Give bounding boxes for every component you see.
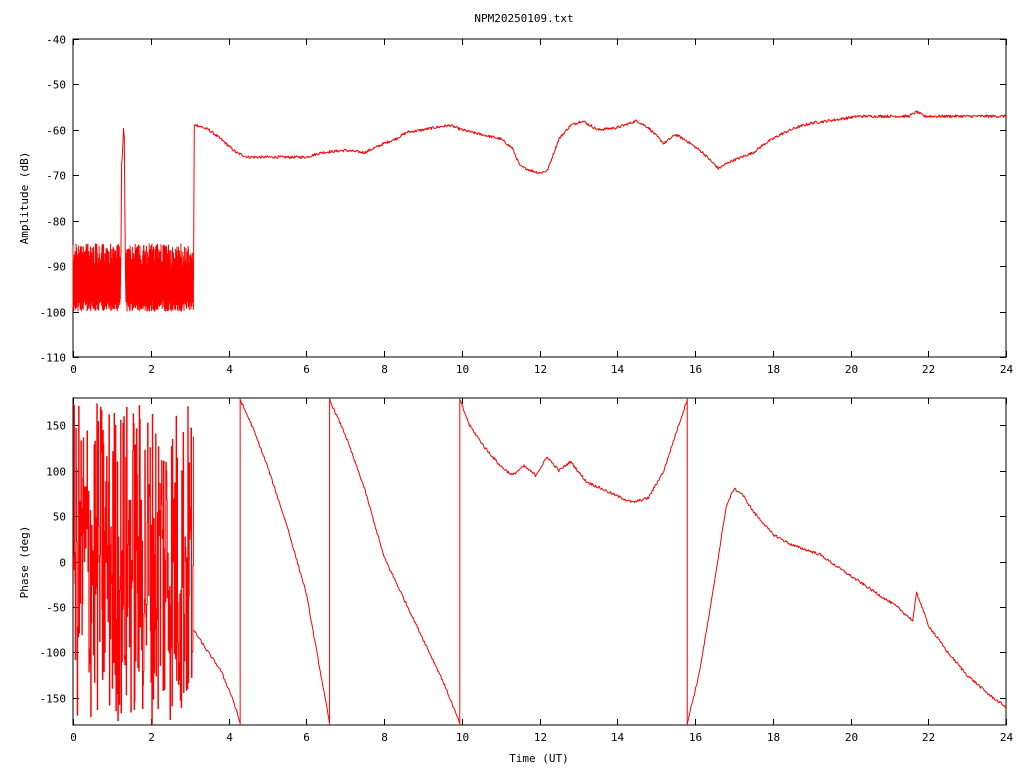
amplitude-x-tick-label: 4 (226, 363, 233, 376)
phase-x-tick-label: 10 (456, 731, 469, 744)
phase-x-tick-label: 12 (534, 731, 547, 744)
amplitude-x-tick-label: 10 (456, 363, 469, 376)
amplitude-series-line (72, 110, 1007, 303)
amplitude-panel: -110-100-90-80-70-60-50-40 0 2 4 6 8 10 12 14 16… (18, 34, 1013, 377)
phase-noise-band (73, 403, 194, 726)
amplitude-y-ticks: -110 -100 -90 -80 -70 -60 -50 -40 (40, 34, 1006, 365)
amplitude-x-ticks: 0 2 4 6 8 10 12 14 16 18 20 22 24 (70, 39, 1013, 376)
amplitude-y-axis-label: Amplitude (dB) (18, 152, 31, 245)
phase-x-tick-label: 16 (689, 731, 702, 744)
phase-x-tick-label: 24 (1000, 731, 1014, 744)
phase-plot-frame (72, 397, 1007, 726)
phase-x-tick-label: 0 (70, 731, 77, 744)
phase-y-ticks: -150 -100 -50 0 50 100 150 (40, 420, 1006, 706)
chart-title: NPM20250109.txt (474, 12, 573, 25)
phase-series-segment (329, 398, 461, 724)
amplitude-y-tick-label: -70 (46, 170, 66, 183)
amplitude-y-tick-label: -100 (40, 307, 67, 320)
phase-series-segment (193, 629, 241, 724)
amplitude-plot-frame (72, 38, 1007, 358)
amplitude-y-tick-label: -90 (46, 261, 66, 274)
x-axis-label: Time (UT) (509, 752, 569, 765)
phase-y-tick-label: -150 (40, 693, 67, 706)
amplitude-y-tick-label: -60 (46, 125, 66, 138)
phase-series-segment (686, 487, 1007, 725)
amplitude-y-tick-label: -50 (46, 79, 66, 92)
phase-x-tick-label: 4 (226, 731, 233, 744)
phase-x-tick-label: 8 (381, 731, 388, 744)
phase-series-segment (239, 399, 331, 724)
phase-x-tick-label: 6 (303, 731, 310, 744)
amplitude-x-tick-label: 2 (148, 363, 155, 376)
phase-y-tick-label: -50 (46, 602, 66, 615)
amplitude-x-tick-label: 18 (767, 363, 780, 376)
amplitude-x-tick-label: 8 (381, 363, 388, 376)
amplitude-x-tick-label: 24 (1000, 363, 1014, 376)
phase-series-lines (193, 398, 1007, 725)
phase-noise-path (73, 403, 194, 726)
phase-x-tick-label: 20 (845, 731, 858, 744)
amplitude-x-tick-label: 0 (70, 363, 77, 376)
phase-x-tick-label: 14 (611, 731, 625, 744)
amplitude-y-tick-label: -40 (46, 34, 66, 47)
phase-x-tick-label: 2 (148, 731, 155, 744)
amplitude-x-tick-label: 16 (689, 363, 702, 376)
phase-x-tick-label: 22 (922, 731, 935, 744)
amplitude-x-tick-label: 12 (534, 363, 547, 376)
amplitude-x-tick-label: 20 (845, 363, 858, 376)
phase-series-segment (459, 399, 688, 504)
phase-y-axis-label: Phase (deg) (18, 526, 31, 599)
amplitude-x-tick-label: 22 (922, 363, 935, 376)
amplitude-x-tick-label: 6 (303, 363, 310, 376)
amplitude-y-tick-label: -110 (40, 352, 67, 365)
phase-y-tick-label: -100 (40, 647, 67, 660)
amplitude-x-tick-label: 14 (611, 363, 625, 376)
phase-y-tick-label: 0 (59, 557, 66, 570)
phase-y-tick-label: 100 (46, 466, 66, 479)
phase-y-tick-label: 150 (46, 420, 66, 433)
phase-x-ticks: 0 2 4 6 8 10 12 14 16 18 20 22 24 (70, 398, 1013, 744)
amplitude-y-tick-label: -80 (46, 216, 66, 229)
phase-x-tick-label: 18 (767, 731, 780, 744)
phase-y-tick-label: 50 (53, 511, 66, 524)
